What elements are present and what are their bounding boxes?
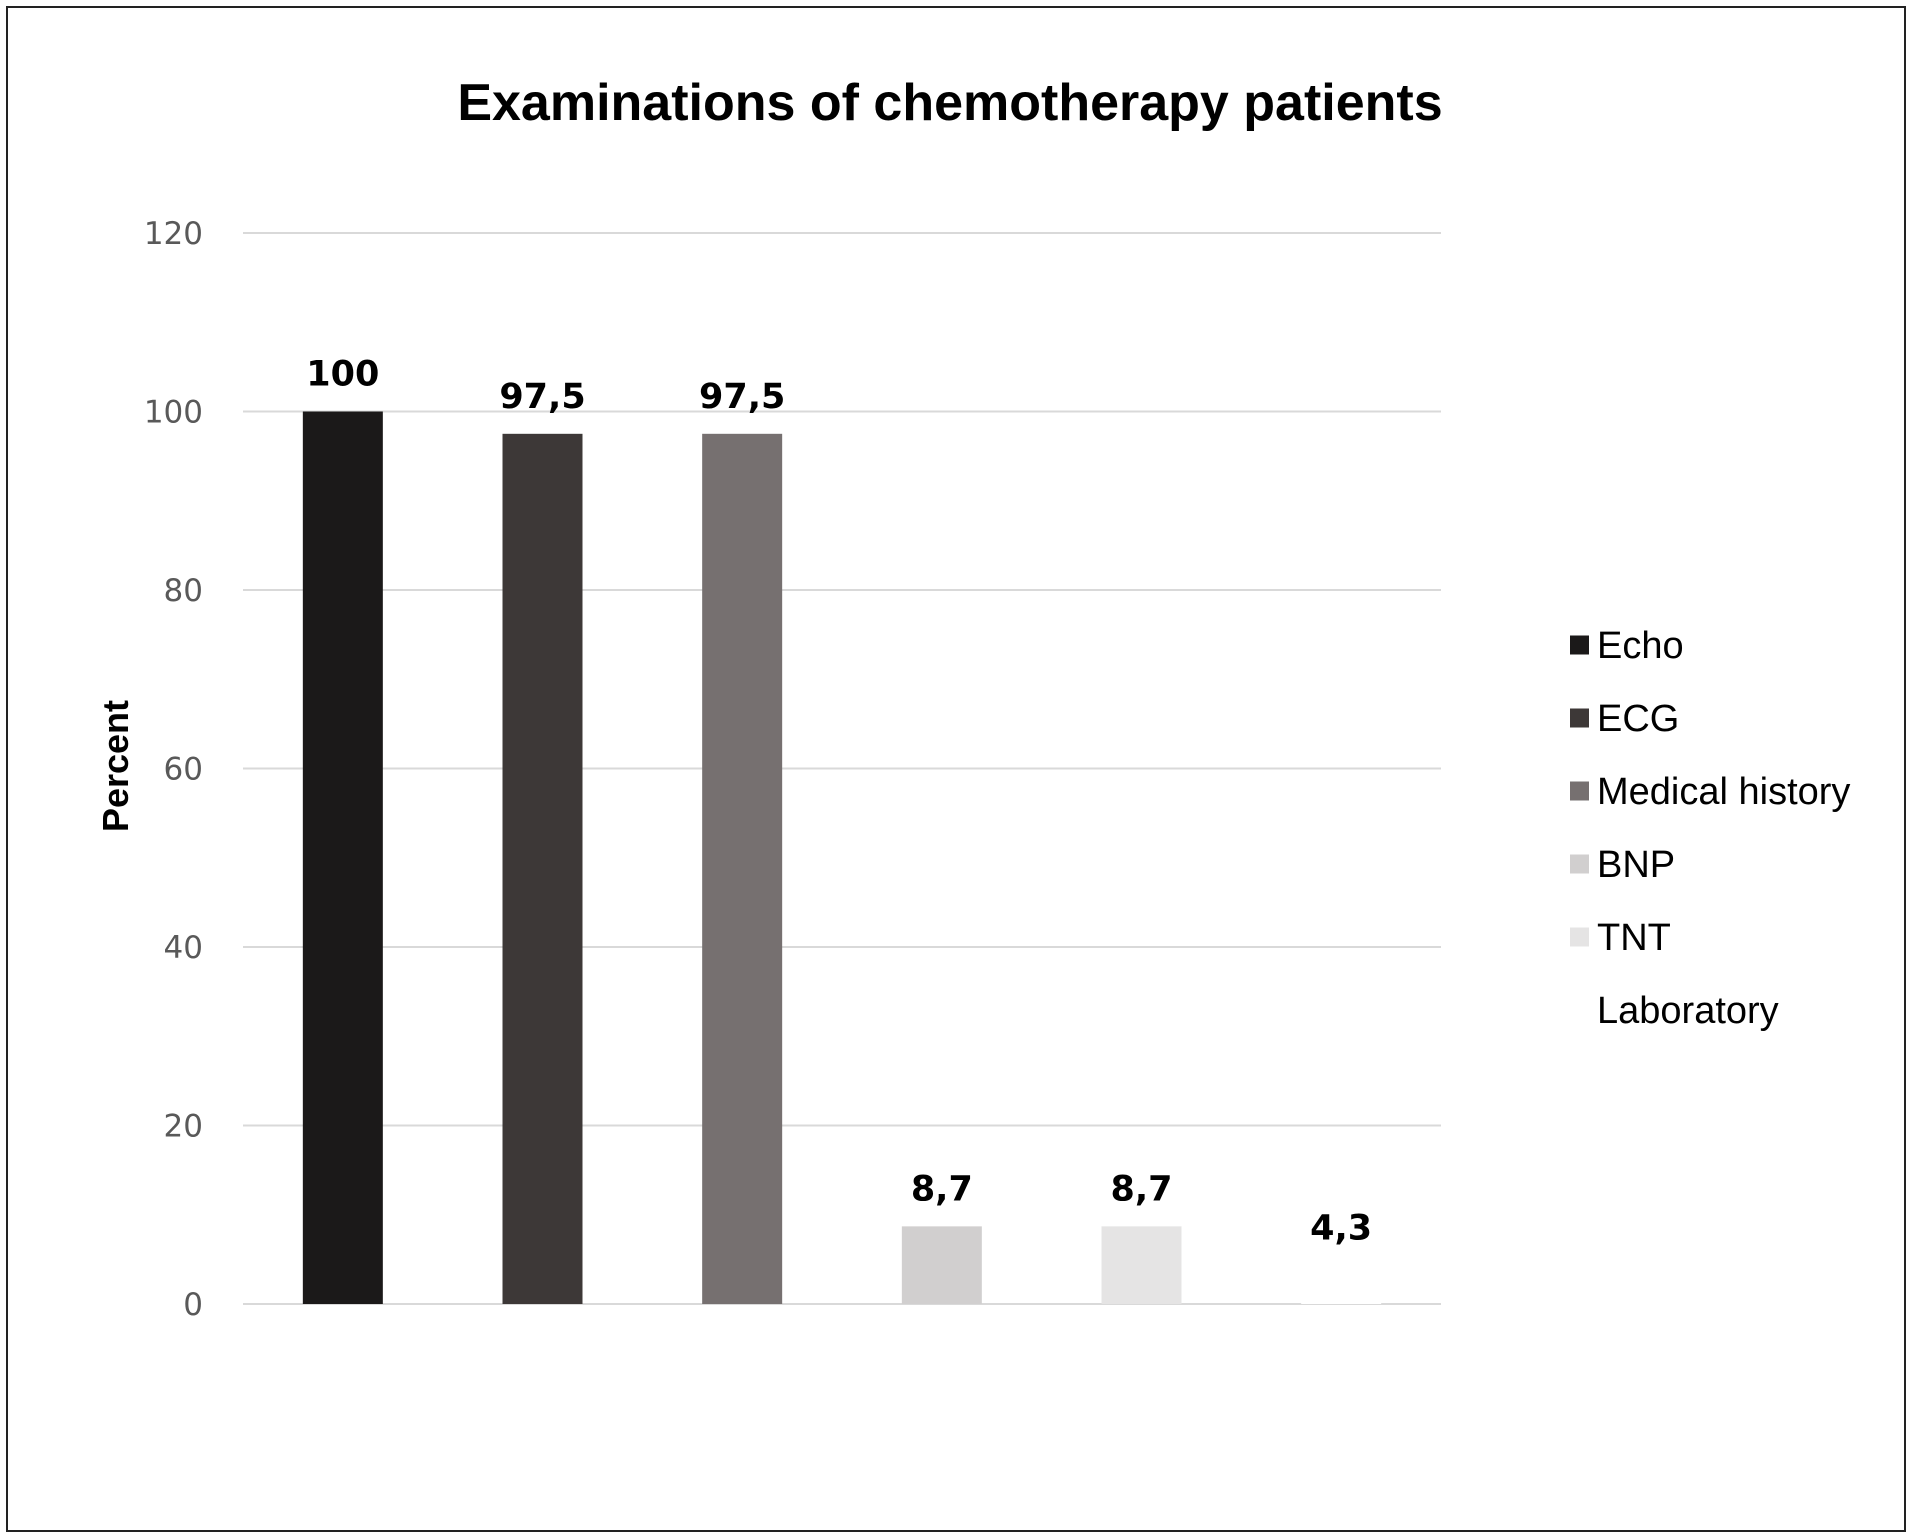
bar-echo — [302, 411, 383, 1304]
legend-label: Laboratory — [1597, 990, 1779, 1032]
legend: Echo ECG Medical history BNP TNT Laboratory — [1570, 625, 1850, 1032]
y-tick-label: 80 — [164, 573, 203, 609]
data-labels: 100 97,5 97,5 8,7 8,7 4,3 — [306, 355, 1372, 1249]
data-label: 4,3 — [1310, 1209, 1372, 1249]
data-label: 8,7 — [1110, 1169, 1172, 1209]
legend-swatch — [1570, 708, 1589, 728]
legend-label: Echo — [1597, 625, 1684, 667]
y-tick-label: 0 — [183, 1287, 203, 1323]
y-tick-label: 20 — [164, 1109, 203, 1145]
data-label: 97,5 — [499, 377, 585, 417]
legend-swatch — [1570, 927, 1589, 947]
legend-label: TNT — [1597, 917, 1671, 959]
gridlines — [243, 232, 1441, 1305]
chart-title: Examinations of chemotherapy patients — [457, 74, 1442, 132]
legend-swatch — [1570, 854, 1589, 874]
legend-label: ECG — [1597, 698, 1679, 740]
y-tick-label: 120 — [144, 216, 203, 252]
legend-swatch — [1570, 635, 1589, 655]
y-axis-label: Percent — [95, 700, 136, 832]
bar-ecg — [502, 433, 583, 1304]
bars — [302, 411, 1382, 1304]
y-tick-labels: 0 20 40 60 80 100 120 — [144, 216, 203, 1323]
data-label: 8,7 — [911, 1169, 973, 1209]
data-label: 100 — [306, 355, 379, 395]
y-tick-label: 100 — [144, 395, 203, 431]
legend-label: Medical history — [1597, 771, 1850, 813]
legend-label: BNP — [1597, 844, 1675, 886]
chart-svg: Examinations of chemotherapy patients 0 2… — [95, 74, 1850, 1323]
bar-bnp — [901, 1226, 982, 1304]
bar-tnt — [1101, 1226, 1182, 1304]
legend-swatch — [1570, 781, 1589, 801]
y-tick-label: 60 — [164, 752, 203, 788]
bar-laboratory — [1301, 1265, 1382, 1304]
bar-medical-history — [702, 433, 783, 1304]
chart-frame: Examinations of chemotherapy patients 0 2… — [6, 6, 1906, 1532]
legend-swatch — [1570, 1000, 1589, 1020]
data-label: 97,5 — [699, 377, 785, 417]
y-tick-label: 40 — [164, 930, 203, 966]
